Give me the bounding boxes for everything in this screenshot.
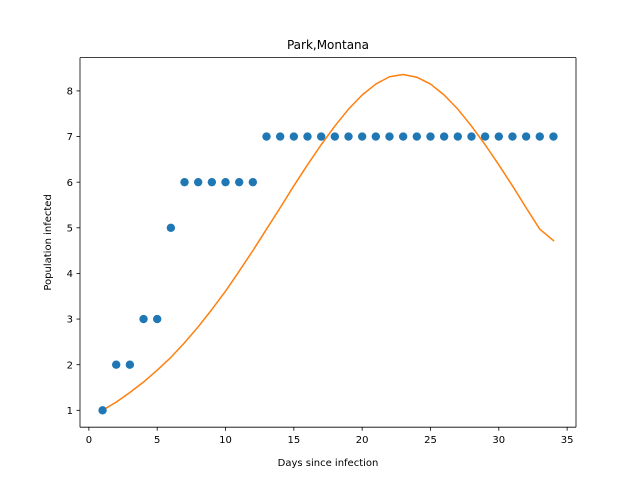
x-tick-label: 20 (356, 435, 369, 446)
x-tick-label: 25 (424, 435, 437, 446)
data-point (549, 132, 558, 141)
data-point (153, 314, 162, 324)
data-point (494, 132, 503, 141)
x-tick-label: 0 (86, 435, 92, 446)
data-point (357, 132, 367, 141)
y-tick-label: 3 (67, 315, 73, 326)
data-point (521, 132, 531, 141)
x-tick-label: 10 (219, 435, 232, 446)
data-point (112, 360, 121, 369)
data-point (262, 132, 271, 141)
data-point (289, 132, 299, 141)
axes-layer: 0 5 10 15 20 25 30 35 1 2 3 4 5 6 7 8 (67, 57, 577, 446)
data-point (125, 360, 135, 369)
y-tick-label: 6 (67, 178, 73, 189)
data-point (467, 132, 476, 141)
y-axis-label: Population infected (43, 194, 54, 290)
data-point (412, 132, 422, 141)
data-point (439, 132, 449, 141)
data-point (535, 132, 544, 141)
data-point (344, 132, 353, 141)
data-point (303, 132, 312, 141)
data-point (508, 132, 517, 141)
y-tick-label: 7 (67, 132, 73, 143)
fit-line (101, 73, 555, 412)
data-point (426, 132, 435, 141)
data-point (193, 177, 203, 187)
data-point (316, 132, 326, 141)
data-point (330, 132, 340, 141)
y-tick-label: 8 (67, 87, 73, 98)
x-tick-label: 35 (561, 435, 574, 446)
y-tick-label: 1 (67, 406, 73, 417)
data-point (166, 223, 176, 232)
y-tick-label: 4 (67, 269, 73, 280)
x-axis-label: Days since infection (278, 458, 379, 469)
series-layer (98, 73, 558, 415)
data-point (385, 132, 394, 141)
data-point (180, 177, 189, 187)
data-point (248, 177, 258, 187)
data-point (221, 177, 230, 187)
data-point (98, 406, 107, 415)
y-tick-label: 5 (67, 223, 73, 234)
y-tick-label: 2 (67, 360, 73, 371)
data-point (480, 132, 490, 141)
data-point (275, 132, 285, 141)
x-tick-label: 15 (287, 435, 300, 446)
data-point (207, 177, 217, 187)
data-point (139, 314, 148, 324)
x-tick-label: 5 (154, 435, 160, 446)
data-point (453, 132, 463, 141)
x-tick-label: 30 (492, 435, 505, 446)
data-point (398, 132, 408, 141)
data-point (234, 177, 244, 187)
data-point (371, 132, 381, 141)
chart-title: Park,Montana (287, 38, 369, 52)
